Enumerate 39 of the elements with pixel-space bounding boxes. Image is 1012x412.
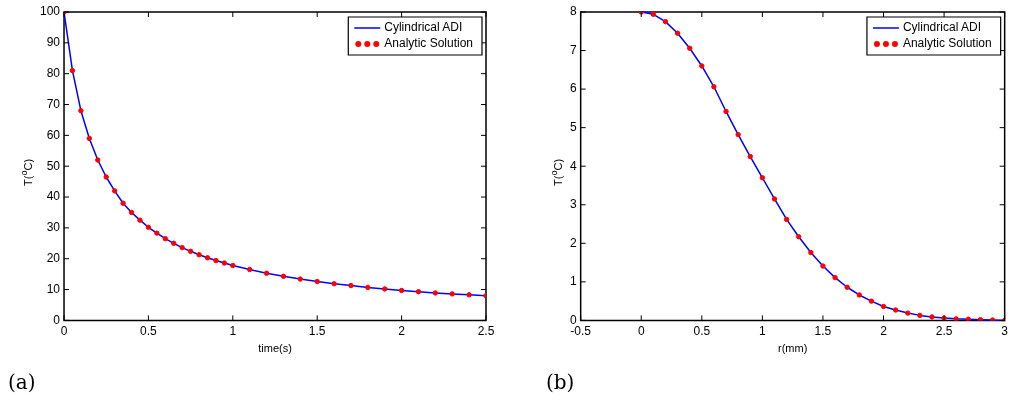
x-tick-label: 2 bbox=[398, 323, 406, 338]
y-tick-label: 5 bbox=[569, 119, 577, 134]
y-tick-label: 4 bbox=[569, 158, 577, 173]
y-tick-label: 8 bbox=[569, 4, 577, 19]
y-tick-label: 2 bbox=[569, 235, 577, 250]
y-tick-label: 80 bbox=[46, 65, 61, 80]
legend-label: Analytic Solution bbox=[384, 36, 473, 51]
x-tick-label: 0.5 bbox=[693, 323, 711, 338]
x-tick-label: 0.5 bbox=[140, 323, 158, 338]
y-tick-label: 3 bbox=[569, 197, 577, 212]
y-tick-label: 90 bbox=[46, 35, 61, 50]
x-tick-label: 1.5 bbox=[308, 323, 326, 338]
y-tick-label: 100 bbox=[39, 4, 61, 19]
legend-label: Analytic Solution bbox=[902, 36, 992, 51]
legend-label: Cylindrical ADI bbox=[902, 20, 981, 35]
x-tick-label: 2.5 bbox=[477, 323, 495, 338]
text: (a) bbox=[8, 370, 36, 394]
x-tick-label: 0 bbox=[637, 323, 645, 338]
y-tick-label: 7 bbox=[569, 42, 577, 57]
y-tick-label: 60 bbox=[46, 127, 61, 142]
y-tick-label: 1 bbox=[569, 274, 577, 289]
x-tick-label: 1 bbox=[229, 323, 237, 338]
y-tick-label: 0 bbox=[53, 312, 61, 327]
y-tick-label: 30 bbox=[46, 220, 61, 235]
x-axis-title: time(s) bbox=[258, 342, 292, 355]
x-axis-title: r(mm) bbox=[778, 342, 808, 355]
x-tick-label: 2.5 bbox=[935, 323, 953, 338]
y-tick-label: 70 bbox=[46, 96, 61, 111]
x-tick-label: 1.5 bbox=[814, 323, 832, 338]
y-tick-label: 40 bbox=[46, 189, 61, 204]
y-tick-label: 10 bbox=[46, 281, 61, 296]
y-tick-label: 6 bbox=[569, 81, 577, 96]
y-tick-label: 50 bbox=[46, 158, 61, 173]
x-tick-label: 1 bbox=[759, 323, 767, 338]
legend-label: Cylindrical ADI bbox=[384, 20, 463, 35]
y-tick-label: 20 bbox=[46, 251, 61, 266]
x-tick-label: 3 bbox=[1001, 323, 1009, 338]
x-tick-label: 2 bbox=[880, 323, 888, 338]
text: (b) bbox=[546, 370, 575, 394]
